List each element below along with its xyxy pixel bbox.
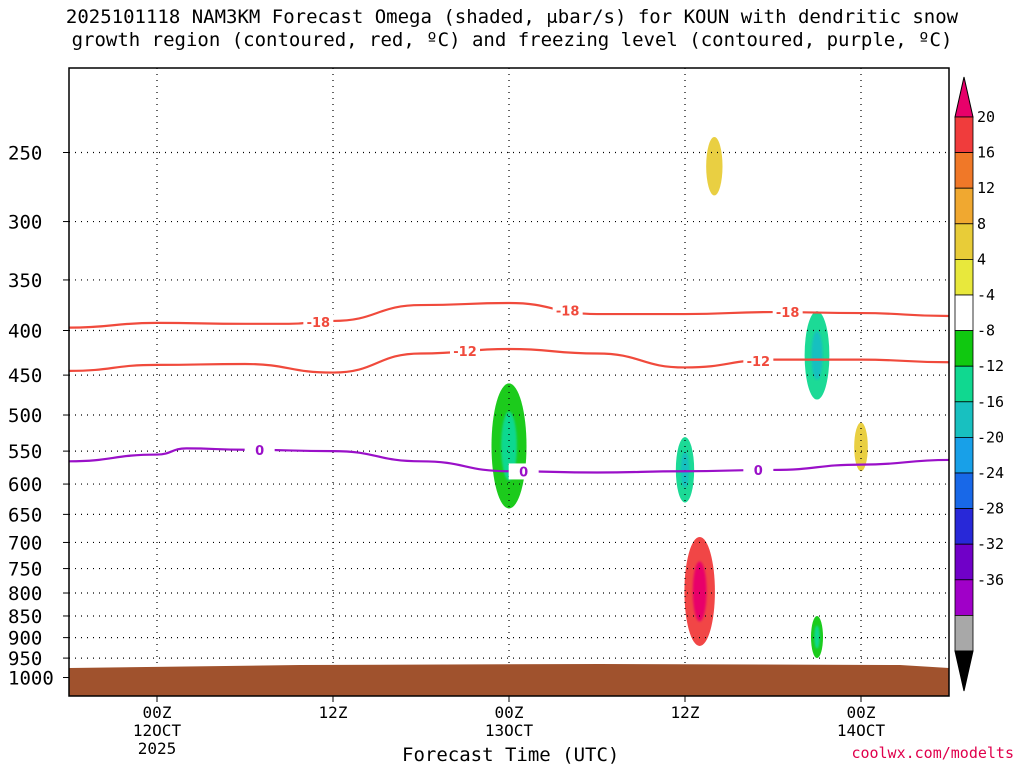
omega-region-6: [706, 137, 723, 196]
colorbar-band-3: [954, 187, 974, 225]
colorbar-label-0: 20: [977, 108, 995, 126]
omega-shading-layer: [323, 137, 868, 659]
colorbar-band-12: [954, 508, 974, 545]
colorbar-band-5: [954, 258, 974, 296]
contour-label-1-0: -12: [453, 345, 477, 360]
x-tick-label-2-0: 00Z: [495, 703, 524, 722]
colorbar-label-4: 4: [977, 250, 986, 268]
y-tick-label-600: 600: [8, 474, 42, 496]
contour-label-2-0: 0: [255, 444, 264, 459]
colorbar-band-2: [954, 152, 974, 189]
colorbar-label-9: -20: [977, 428, 1004, 446]
colorbar-label-5: -4: [977, 286, 995, 304]
y-tick-label-250: 250: [8, 143, 42, 165]
colorbar-band-7: [954, 330, 974, 367]
colorbar: 20 16 12 8 4 -4 -8 -12 -16 -20 -24 -28 -32 -36: [954, 76, 1004, 692]
omega-region-0: [323, 588, 343, 655]
y-tick-label-900: 900: [8, 628, 42, 650]
colorbar-band-13: [954, 543, 974, 581]
omega-region-3: [635, 391, 647, 423]
y-tick-label-700: 700: [8, 532, 42, 554]
omega-core-1: [501, 411, 517, 481]
x-tick-label-4-1: 14OCT: [837, 721, 886, 740]
contour-label-bg-0-1: [552, 302, 583, 319]
colorbar-label-1: 16: [977, 144, 995, 162]
colorbar-label-13: -36: [977, 571, 1004, 589]
title-line-2: growth region (contoured, red, ºC) and f…: [71, 29, 953, 51]
y-tick-label-550: 550: [8, 441, 42, 463]
omega-core-9: [814, 625, 820, 649]
y-tick-label-850: 850: [8, 606, 42, 628]
omega-core-8: [811, 330, 823, 380]
contour-label-2-1: 0: [519, 465, 528, 480]
y-tick-label-650: 650: [8, 504, 42, 526]
omega-region-7: [767, 611, 779, 651]
x-tick-label-3-0: 12Z: [671, 703, 700, 722]
contour-line-1: [69, 347, 949, 374]
y-tick-label-750: 750: [8, 559, 42, 581]
colorbar-label-7: -12: [977, 357, 1004, 375]
contour-label-bg-2-2: [743, 462, 774, 479]
contour-label-1-1: -12: [747, 355, 771, 370]
contour-label-bg-2-0: [244, 441, 275, 458]
omega-region-11: [855, 633, 867, 659]
colorbar-band-10: [954, 436, 974, 474]
contour-label-0-1: -18: [556, 304, 580, 319]
x-tick-label-0-2: 2025: [138, 739, 177, 758]
colorbar-label-12: -32: [977, 535, 1004, 553]
omega-region-2: [589, 597, 605, 655]
contour-label-0-2: -18: [776, 306, 800, 321]
credit-link[interactable]: coolwx.com/modelts: [851, 744, 1014, 762]
x-tick-label-0-0: 00Z: [143, 703, 172, 722]
colorbar-band-11: [954, 472, 974, 509]
colorbar-label-3: 8: [977, 215, 986, 233]
chart-title: 2025101118 NAM3KM Forecast Omega (shaded…: [0, 6, 1024, 52]
contour-label-bg-1-0: [450, 343, 480, 360]
y-tick-label-350: 350: [8, 270, 42, 292]
colorbar-band-4: [954, 223, 974, 260]
y-tick-label-1000: 1000: [8, 668, 54, 690]
colorbar-label-2: 12: [977, 179, 995, 197]
y-tick-label-300: 300: [8, 212, 42, 234]
ground-surface: [69, 663, 949, 696]
contour-label-bg-2-1: [508, 463, 539, 480]
colorbar-bottom-arrow: [954, 650, 974, 692]
omega-core-5: [692, 561, 707, 622]
colorbar-label-11: -28: [977, 500, 1004, 518]
contour-label-bg-0-0: [303, 313, 334, 330]
contour-line-2: [69, 447, 949, 474]
y-tick-labels: 2503003504004505005506006507007508008509…: [8, 143, 69, 690]
contour-label-bg-0-2: [772, 304, 803, 321]
y-tick-label-400: 400: [8, 321, 42, 343]
colorbar-band-9: [954, 401, 974, 438]
y-tick-label-800: 800: [8, 583, 42, 605]
x-tick-label-0-1: 12OCT: [133, 721, 182, 740]
colorbar-band-1: [954, 116, 974, 153]
colorbar-band-14: [954, 579, 974, 616]
x-tick-label-4-0: 00Z: [847, 703, 876, 722]
contour-label-bg-1-1: [743, 352, 774, 369]
contour-label-2-2: 0: [754, 464, 763, 479]
x-axis-label: Forecast Time (UTC): [402, 744, 620, 766]
colorbar-label-8: -16: [977, 393, 1004, 411]
x-tick-label-1-0: 12Z: [319, 703, 348, 722]
colorbar-band-8: [954, 365, 974, 403]
ground-layer: [69, 663, 949, 696]
title-line-1: 2025101118 NAM3KM Forecast Omega (shaded…: [65, 6, 959, 28]
colorbar-band-6: [954, 294, 974, 331]
contour-layer: -18 -18 -18 -12 -12 0 0 0: [69, 301, 949, 480]
colorbar-label-6: -8: [977, 322, 995, 340]
y-tick-label-500: 500: [8, 405, 42, 427]
colorbar-top-arrow: [954, 76, 974, 118]
colorbar-label-10: -24: [977, 464, 1004, 482]
y-tick-label-950: 950: [8, 648, 42, 670]
y-tick-label-450: 450: [8, 365, 42, 387]
contour-label-0-0: -18: [307, 316, 331, 331]
x-tick-label-2-1: 13OCT: [485, 721, 534, 740]
omega-core-4: [680, 451, 690, 488]
colorbar-band-15: [954, 615, 974, 652]
